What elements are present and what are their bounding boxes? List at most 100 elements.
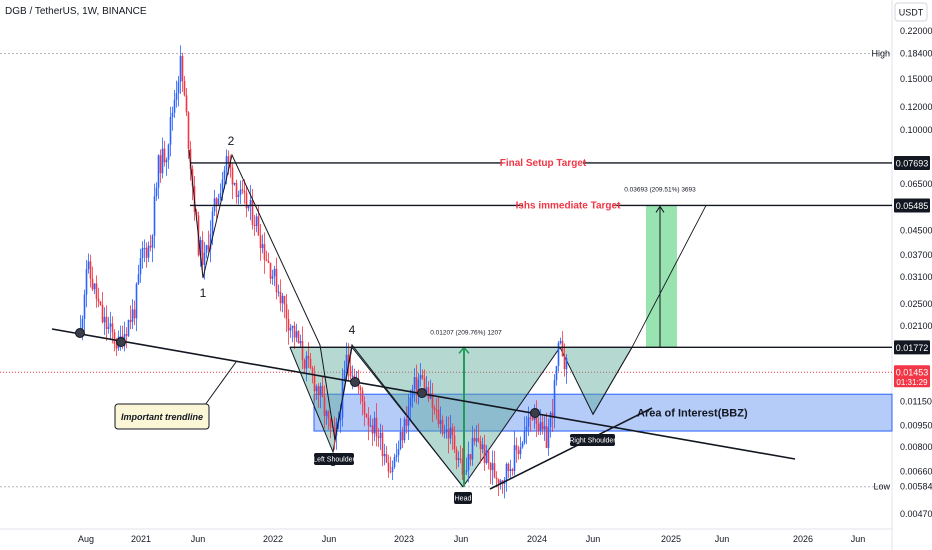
candle-body bbox=[369, 425, 372, 427]
candle-body bbox=[489, 462, 492, 471]
candle-body bbox=[113, 332, 116, 344]
high-label: High bbox=[871, 48, 890, 58]
current-price-badge bbox=[894, 365, 930, 388]
candle-body bbox=[443, 432, 446, 434]
head-label-bg bbox=[454, 492, 472, 504]
candle-body bbox=[149, 245, 152, 248]
candle-body bbox=[187, 112, 190, 149]
candle-body bbox=[107, 326, 110, 330]
candle-body bbox=[319, 385, 322, 396]
candle-body bbox=[451, 427, 454, 436]
candle-body bbox=[315, 386, 318, 392]
candle-body bbox=[251, 199, 254, 225]
candle-body bbox=[239, 189, 242, 195]
candle-body bbox=[87, 261, 90, 270]
candle-body bbox=[293, 325, 296, 338]
candle-body bbox=[275, 268, 278, 293]
candle-body bbox=[483, 444, 486, 464]
candle-body bbox=[427, 387, 430, 399]
candle-body bbox=[211, 211, 214, 235]
candle-body bbox=[349, 366, 352, 377]
candle-body bbox=[285, 304, 288, 319]
candle-body bbox=[381, 432, 384, 457]
candle-body bbox=[175, 93, 178, 100]
candle-body bbox=[185, 95, 188, 113]
candle-body bbox=[403, 419, 406, 441]
candle-body bbox=[373, 417, 376, 434]
candle-body bbox=[105, 316, 108, 330]
y-tick-label: 0.02100 bbox=[900, 321, 932, 331]
wave-label: 2 bbox=[228, 134, 235, 148]
candle-body bbox=[183, 80, 186, 96]
candle-body bbox=[223, 170, 226, 180]
candle-body bbox=[159, 155, 162, 174]
candle-body bbox=[547, 427, 550, 448]
currency-button[interactable]: USDT bbox=[894, 2, 928, 22]
candle-body bbox=[531, 418, 534, 420]
candle-body bbox=[171, 112, 174, 118]
candle-body bbox=[481, 444, 484, 450]
candle-body bbox=[207, 245, 210, 250]
candle-body bbox=[461, 459, 464, 475]
candle-body bbox=[119, 336, 122, 338]
candle-body bbox=[395, 455, 398, 457]
candle-body bbox=[555, 366, 558, 381]
candle-body bbox=[209, 234, 212, 250]
candle-body bbox=[405, 419, 408, 426]
y-tick-label: 0.03700 bbox=[900, 250, 932, 260]
candle-body bbox=[537, 423, 540, 431]
y-tick-label: 0.02500 bbox=[900, 299, 932, 309]
current-price-value: 0.01453 bbox=[896, 367, 929, 377]
candle-body bbox=[205, 245, 208, 253]
candle-body bbox=[367, 417, 370, 426]
candle-body bbox=[189, 148, 192, 170]
candle-body bbox=[309, 358, 312, 369]
candle-body bbox=[273, 268, 276, 277]
y-tick-label: 0.00660 bbox=[900, 466, 932, 476]
level-text: Final Setup Target bbox=[500, 158, 587, 169]
candle-body bbox=[253, 224, 256, 226]
low-label: Low bbox=[873, 482, 890, 492]
candle-body bbox=[455, 449, 458, 461]
candle-body bbox=[525, 426, 528, 432]
candle-body bbox=[519, 447, 522, 455]
candle-body bbox=[287, 318, 290, 331]
candle-body bbox=[247, 205, 250, 209]
candle-body bbox=[545, 426, 548, 448]
candle-body bbox=[491, 463, 494, 471]
candle-body bbox=[475, 438, 478, 442]
measure-text-target: 0.03693 (209.51%) 3693 bbox=[624, 186, 696, 193]
candle-body bbox=[477, 438, 480, 442]
head-label: Head bbox=[455, 496, 472, 503]
candle-body bbox=[339, 417, 342, 420]
candle-body bbox=[103, 316, 106, 323]
candle-body bbox=[219, 193, 222, 199]
candle-body bbox=[299, 340, 302, 344]
candle-body bbox=[245, 192, 248, 209]
left-shoulder-label-bg bbox=[314, 453, 354, 465]
y-tick-label: 0.12000 bbox=[900, 102, 932, 112]
candle-body bbox=[261, 244, 264, 249]
candle-body bbox=[291, 325, 294, 328]
level-price-value: 0.07693 bbox=[896, 158, 929, 168]
y-tick-label: 0.03100 bbox=[900, 272, 932, 282]
candle-body bbox=[479, 441, 482, 450]
candle-body bbox=[163, 148, 166, 163]
candle-body bbox=[557, 343, 560, 367]
candle-body bbox=[375, 417, 378, 437]
x-tick-label: Jun bbox=[586, 534, 601, 544]
candle-body bbox=[541, 422, 544, 430]
candle-body bbox=[237, 194, 240, 197]
candle-body bbox=[385, 453, 388, 463]
y-tick-label: 0.22000 bbox=[900, 26, 932, 36]
candle-body bbox=[229, 162, 232, 168]
candle-body bbox=[101, 304, 104, 323]
candle-body bbox=[517, 450, 520, 455]
candle-body bbox=[467, 454, 470, 471]
candle-body bbox=[133, 309, 136, 319]
candle-body bbox=[507, 463, 510, 471]
candle-body bbox=[361, 390, 364, 402]
candle-body bbox=[449, 427, 452, 439]
